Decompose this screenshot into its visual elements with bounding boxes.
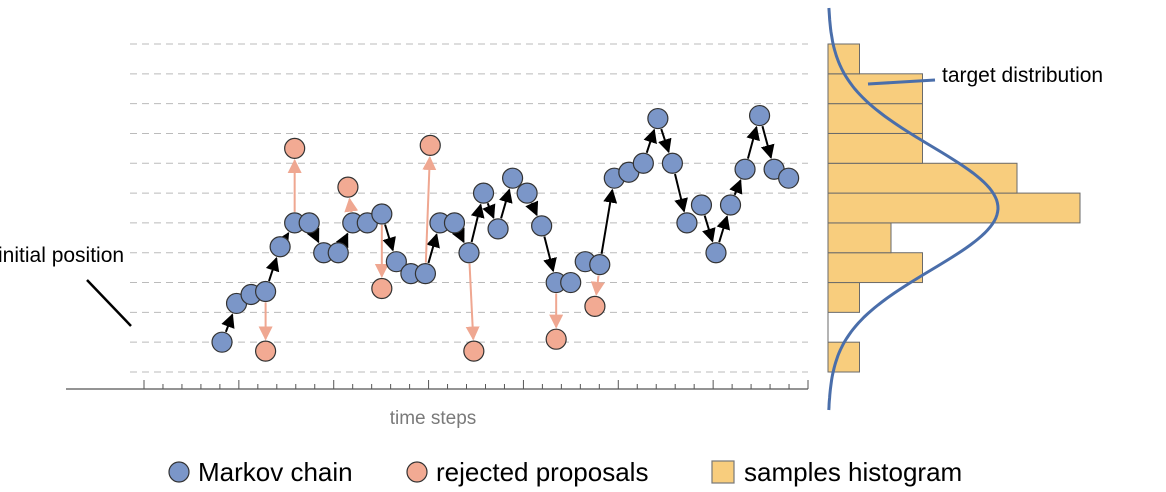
markov-chain-point: [327, 242, 349, 264]
markov-chain-point: [531, 215, 553, 237]
markov-chain-point: [298, 212, 320, 234]
x-axis-title: time steps: [390, 408, 477, 429]
initial-position-pointer: [86, 279, 132, 327]
chain-arrow: [335, 232, 349, 249]
legend: Markov chain rejected proposals samples …: [168, 457, 962, 487]
histogram-bar: [827, 73, 923, 105]
histogram-bar: [827, 192, 1081, 224]
target-distribution-pointer: [867, 78, 936, 86]
chain-arrow: [265, 256, 280, 282]
markov-chain-point: [487, 218, 509, 240]
rejected-arrow: [344, 197, 359, 213]
legend-label-rejected-proposals: rejected proposals: [436, 457, 648, 487]
target-distribution-label: target distribution: [942, 64, 1103, 87]
chain-arrow: [716, 215, 731, 243]
histogram-bar: [827, 252, 923, 284]
legend-marker-markov-chain: [168, 461, 190, 483]
markov-chain-point: [647, 107, 669, 130]
markov-chain-point: [705, 242, 727, 264]
chain-arrow: [306, 227, 320, 244]
rejected-proposal-point: [419, 134, 441, 156]
chain-arrow: [499, 188, 513, 219]
rejected-proposal-point: [255, 340, 277, 362]
rejected-arrows: [258, 155, 605, 341]
markov-chain-point: [748, 104, 771, 127]
markov-chain-point: [560, 271, 582, 294]
histogram-bar: [827, 222, 892, 254]
markov-chain-point: [255, 280, 277, 303]
markov-chain-point: [690, 194, 713, 216]
chain-arrow: [543, 236, 557, 273]
markov-chain-point: [778, 167, 800, 189]
chain-arrow: [451, 227, 465, 244]
chain-arrow: [746, 125, 760, 159]
markov-chain-point: [458, 242, 480, 264]
rejected-proposal-point: [284, 137, 306, 159]
chain-arrows: [221, 125, 775, 333]
legend-marker-samples-histogram: [711, 460, 735, 484]
rejected-proposal-point: [584, 295, 606, 317]
chain-arrow: [600, 188, 618, 254]
chain-arrow: [729, 179, 743, 196]
chain-arrow: [470, 203, 485, 243]
legend-label-samples-histogram: samples histogram: [744, 457, 962, 487]
chain-arrow: [702, 215, 716, 243]
chain-points: [211, 104, 800, 362]
rejected-arrow: [422, 155, 437, 263]
chain-arrow: [275, 231, 290, 248]
rejected-proposal-point: [337, 176, 359, 198]
chain-arrow: [382, 224, 396, 252]
rejected-arrow: [590, 275, 605, 296]
markov-chain-point: [443, 212, 466, 234]
markov-chain-point: [414, 263, 437, 285]
markov-chain-point: [385, 251, 407, 273]
markov-chain-point: [269, 236, 291, 258]
chain-arrow: [221, 313, 235, 333]
markov-chain-point: [676, 212, 698, 234]
x-axis: [66, 380, 809, 390]
samples-histogram: [827, 43, 1081, 373]
target-distribution-curve: [827, 7, 1000, 411]
chain-arrow: [658, 128, 672, 154]
chain-arrow: [426, 233, 440, 264]
histogram-bar: [827, 132, 923, 164]
markov-chain-point: [516, 182, 538, 204]
markov-chain-point: [211, 331, 233, 353]
chain-arrow: [482, 202, 496, 220]
markov-chain-point: [472, 182, 495, 204]
chain-arrow: [525, 200, 539, 217]
markov-chain-point: [734, 158, 756, 180]
chain-arrow: [674, 173, 688, 213]
initial-position-label: initial position: [0, 244, 124, 267]
chain-arrow: [643, 128, 657, 154]
rejected-proposal-point: [545, 328, 567, 350]
legend-label-markov-chain: Markov chain: [198, 457, 353, 487]
target-distribution-curve-group: [827, 7, 1000, 411]
markov-chain-point: [501, 167, 524, 189]
rejected-proposal-point: [371, 277, 393, 300]
rejected-proposal-point: [463, 340, 485, 362]
markov-chain-point: [661, 152, 684, 174]
markov-chain-point: [589, 254, 611, 276]
rejected-arrow: [465, 263, 480, 341]
legend-marker-rejected-proposals: [406, 461, 428, 483]
markov-chain-point: [632, 152, 654, 174]
chain-arrow: [760, 125, 775, 160]
histogram-bar: [827, 282, 860, 313]
markov-chain-point: [371, 203, 393, 225]
markov-chain-point: [719, 194, 742, 216]
